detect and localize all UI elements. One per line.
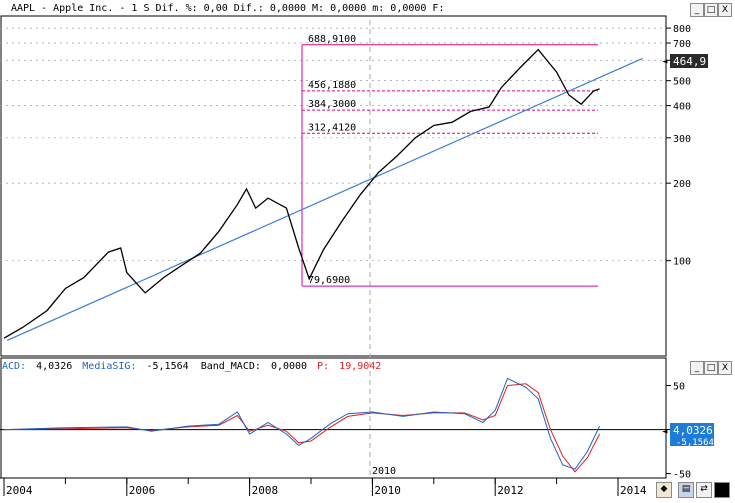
price-tick-label: 300 <box>673 134 691 145</box>
x-tick-label: 2012 <box>497 484 524 497</box>
macd-badge: 4,0326 <box>673 424 713 437</box>
last-price-badge: 464,9 <box>673 55 706 68</box>
save-icon[interactable]: ▤ <box>678 482 694 498</box>
price-tick-label: 200 <box>673 179 691 190</box>
macd-badge-bg <box>670 423 714 436</box>
macd-readout: ACD: 4,0326 MediaSIG: -5,1564 Band_MACD:… <box>2 361 381 372</box>
price-line <box>3 48 600 339</box>
price-maximize-button[interactable]: □ <box>704 3 718 17</box>
x-tick-label: 2014 <box>620 484 647 497</box>
macd-lines <box>3 377 601 473</box>
macd-minimize-button[interactable]: _ <box>690 361 704 375</box>
x-tick-label: 2010 <box>374 484 401 497</box>
price-level-label: 688,9100 <box>308 34 356 45</box>
macd-signal-line <box>3 383 601 473</box>
macd-close-button[interactable]: X <box>718 361 732 375</box>
trendline <box>6 57 643 342</box>
x-tick-label: 2006 <box>129 484 156 497</box>
last-price-arrow: ◄ <box>662 57 668 67</box>
price-tick-label: 700 <box>673 39 691 50</box>
x-tick-label: 2004 <box>6 484 33 497</box>
price-tick-label: 800 <box>673 24 691 35</box>
macd-tick-label: -50 <box>673 470 691 481</box>
fib-levels: 688,9100 456,1880 384,3000 312,4120 79,6900 <box>301 34 598 287</box>
price-level-label: 79,6900 <box>308 275 350 286</box>
refresh-icon[interactable]: ⇄ <box>696 482 712 498</box>
price-lines <box>3 48 643 342</box>
price-level-label: 384,3000 <box>308 99 356 110</box>
macd-line <box>3 377 601 470</box>
price-level-label: 456,1880 <box>308 80 356 91</box>
x-tick-label: 2008 <box>252 484 279 497</box>
price-gridlines <box>0 27 666 262</box>
macd-tick-label: 50 <box>673 382 685 393</box>
price-tick-label: 400 <box>673 102 691 113</box>
price-level-label: 312,4120 <box>308 122 356 133</box>
price-tick-label: 500 <box>673 77 691 88</box>
price-panel <box>0 15 667 357</box>
price-tick-label: 100 <box>673 257 691 268</box>
x-axis: 2004 2006 2008 2010 2012 2014 <box>3 478 647 497</box>
panel-icon[interactable] <box>714 482 730 498</box>
signal-badge-bg <box>670 436 714 446</box>
chart-title: AAPL - Apple Inc. - 1 S Dif. %: 0,00 Dif… <box>11 3 444 14</box>
macd-maximize-button[interactable]: □ <box>704 361 718 375</box>
last-price-badge-bg <box>670 54 708 68</box>
chart-settings-icon[interactable]: ◆ <box>656 482 672 498</box>
cursor-label: 2010 <box>372 466 396 477</box>
price-close-button[interactable]: X <box>718 3 732 17</box>
signal-badge: -5,1564 <box>676 438 714 448</box>
price-minimize-button[interactable]: _ <box>690 3 704 17</box>
macd-arrow: ◄ <box>662 427 668 437</box>
